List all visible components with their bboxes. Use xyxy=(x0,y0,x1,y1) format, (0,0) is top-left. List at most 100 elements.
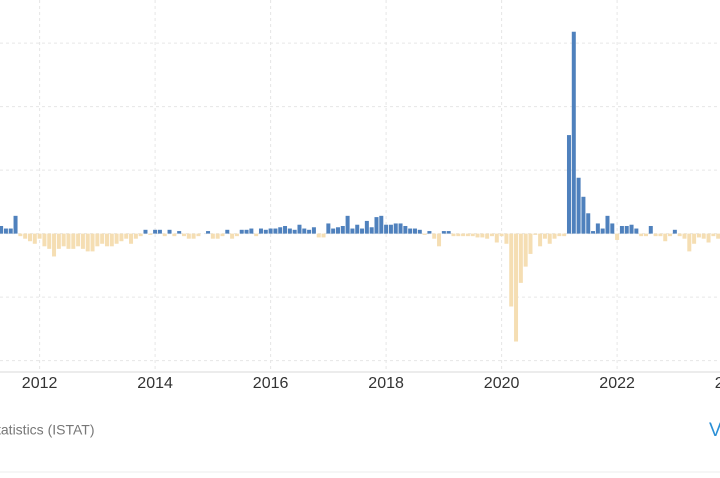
bar xyxy=(653,233,658,237)
bar xyxy=(499,233,504,237)
bar xyxy=(672,229,677,234)
bar xyxy=(687,233,692,252)
bar xyxy=(225,229,230,234)
bar xyxy=(345,215,350,234)
bar xyxy=(104,233,109,247)
bar xyxy=(157,229,162,234)
bar xyxy=(61,233,66,247)
source-text: tatistics (ISTAT) xyxy=(0,422,94,438)
bar xyxy=(427,231,432,234)
bar xyxy=(331,228,336,234)
bar xyxy=(18,233,23,237)
bar xyxy=(283,225,288,234)
bar xyxy=(196,233,201,237)
bar xyxy=(639,233,644,237)
bar xyxy=(355,224,360,234)
bar xyxy=(475,233,480,238)
bar xyxy=(234,233,239,237)
bar xyxy=(663,233,668,242)
bar xyxy=(610,223,615,234)
bar xyxy=(321,233,326,238)
bar xyxy=(668,233,673,237)
x-tick-label: 2018 xyxy=(368,375,404,392)
bar xyxy=(292,229,297,234)
x-tick-label: 2022 xyxy=(599,375,635,392)
bar xyxy=(711,233,716,237)
bar xyxy=(153,229,158,234)
bar xyxy=(615,233,620,240)
bar xyxy=(167,229,172,234)
x-tick-label: 2024 xyxy=(715,375,720,392)
bar xyxy=(311,227,316,234)
bar xyxy=(109,233,114,247)
bar xyxy=(494,233,499,243)
x-tick-label: 2014 xyxy=(137,375,173,392)
bar xyxy=(124,233,129,239)
bar xyxy=(95,233,100,247)
bar xyxy=(244,229,249,234)
bar xyxy=(417,229,422,234)
bar xyxy=(143,229,148,234)
bar xyxy=(230,233,235,239)
bar xyxy=(191,233,196,239)
bar xyxy=(412,228,417,234)
bar xyxy=(528,233,533,254)
bar xyxy=(8,228,13,234)
bar xyxy=(210,233,215,239)
bar xyxy=(206,231,211,234)
bar xyxy=(215,233,220,239)
bar xyxy=(547,233,552,244)
bar xyxy=(47,233,52,249)
bar xyxy=(287,228,292,234)
bar xyxy=(658,233,663,237)
bar xyxy=(538,233,543,247)
bar xyxy=(249,228,254,234)
x-tick-label: 2012 xyxy=(22,375,58,392)
bar xyxy=(701,233,706,239)
bar xyxy=(326,223,331,234)
bar xyxy=(148,233,153,235)
bar xyxy=(360,228,365,234)
bar xyxy=(696,233,701,238)
bar xyxy=(456,233,461,237)
bar xyxy=(42,233,47,247)
bar xyxy=(706,233,711,243)
bar xyxy=(643,233,648,237)
bar xyxy=(437,233,442,247)
x-tick-label: 2016 xyxy=(253,375,289,392)
bar xyxy=(393,223,398,234)
bar xyxy=(80,233,85,249)
bar xyxy=(432,233,437,239)
bar xyxy=(441,231,446,234)
bar xyxy=(600,228,605,234)
bar xyxy=(557,233,562,237)
bar xyxy=(422,233,427,235)
bar xyxy=(605,215,610,234)
bar xyxy=(388,224,393,234)
bar xyxy=(489,233,494,237)
bar xyxy=(340,225,345,234)
bar xyxy=(509,233,514,307)
bar xyxy=(76,233,81,247)
view-link[interactable]: V xyxy=(709,420,720,441)
bar xyxy=(465,233,470,237)
bar xyxy=(66,233,71,249)
bar xyxy=(648,225,653,234)
bar xyxy=(27,233,32,242)
bar xyxy=(258,228,263,234)
bar xyxy=(23,233,28,239)
bar xyxy=(37,233,42,239)
bar xyxy=(470,233,475,237)
bar xyxy=(504,233,509,244)
bar xyxy=(177,231,182,234)
bar xyxy=(220,233,225,237)
bar xyxy=(408,228,413,234)
bar xyxy=(571,31,576,234)
bar xyxy=(85,233,90,252)
bar xyxy=(634,228,639,234)
bar xyxy=(138,233,143,237)
bar xyxy=(172,233,177,237)
bar xyxy=(384,224,389,234)
